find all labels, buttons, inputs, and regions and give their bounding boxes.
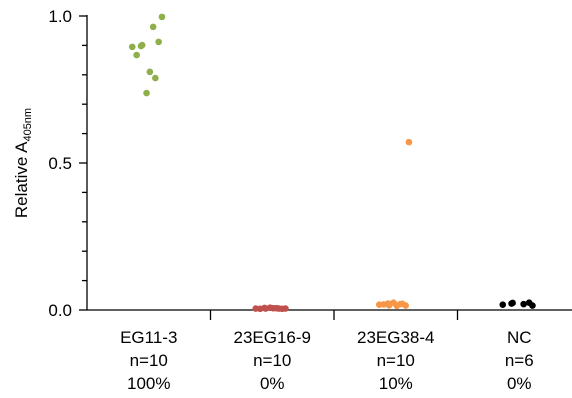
point [390, 299, 397, 306]
percent-label: 10% [379, 374, 413, 393]
n-label: n=6 [505, 351, 534, 370]
point [405, 138, 413, 146]
point [152, 74, 159, 82]
point [133, 51, 140, 59]
point [399, 300, 406, 308]
x-tick-label: EG11-3 [120, 328, 177, 347]
y-label-main: Relative A [12, 141, 31, 218]
point [149, 23, 157, 31]
x-tick-label: 23EG16-9 [234, 328, 312, 347]
point [520, 300, 527, 308]
point [266, 304, 274, 311]
n-label: n=10 [253, 351, 291, 370]
point [128, 43, 136, 51]
point [499, 301, 507, 309]
percent-label: 0% [507, 374, 532, 393]
point [158, 13, 166, 21]
y-tick-label: 0.0 [48, 301, 72, 320]
point [256, 305, 264, 313]
percent-label: 100% [127, 374, 170, 393]
y-label-subscript: 405nm [22, 108, 34, 142]
n-label: n=10 [377, 351, 415, 370]
x-tick-label: NC [507, 328, 532, 347]
point [509, 299, 516, 307]
point [146, 68, 154, 76]
point [143, 89, 150, 97]
x-tick-label: 23EG38-4 [357, 328, 435, 347]
point [155, 38, 162, 46]
point [138, 41, 146, 49]
y-axis-label: Relative A405nm [12, 108, 34, 218]
point [525, 299, 533, 306]
point [380, 301, 387, 308]
y-tick-label: 0.5 [48, 154, 72, 173]
n-label: n=10 [130, 351, 168, 370]
point [275, 305, 283, 312]
y-tick-label: 1.0 [48, 7, 72, 26]
percent-label: 0% [260, 374, 285, 393]
